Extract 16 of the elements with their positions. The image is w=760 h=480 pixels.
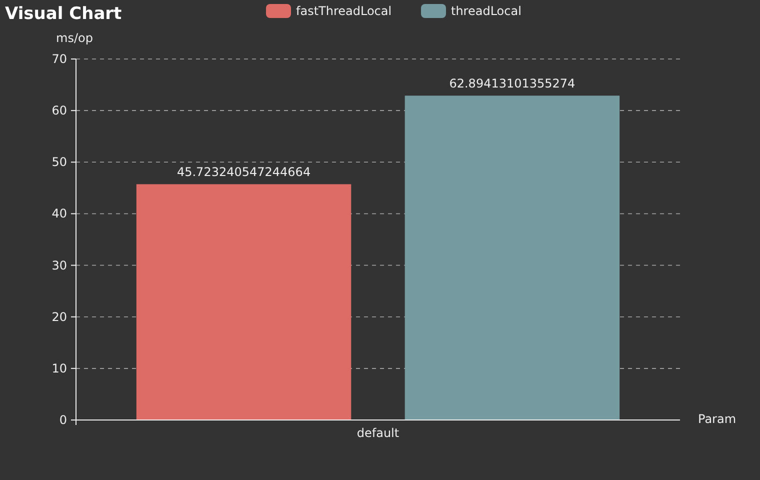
y-tick-label: 50 (52, 155, 67, 170)
y-tick-label: 10 (52, 361, 67, 376)
data-label: 45.723240547244664 (176, 165, 311, 180)
y-tick-label: 60 (52, 104, 67, 118)
legend-label: threadLocal (451, 4, 522, 18)
y-axis-title: ms/op (56, 31, 93, 45)
data-label: 62.89413101355274 (449, 76, 576, 91)
y-tick-label: 70 (52, 52, 67, 66)
x-axis-title: Param (698, 412, 736, 426)
chart-title: Visual Chart (5, 4, 122, 24)
x-tick-label: default (356, 426, 400, 440)
y-tick-label: 30 (52, 258, 67, 272)
y-tick-label: 20 (52, 310, 67, 324)
y-tick-label: 40 (52, 206, 67, 221)
legend-label: fastThreadLocal (296, 4, 392, 18)
y-tick-label: 0 (59, 413, 67, 427)
